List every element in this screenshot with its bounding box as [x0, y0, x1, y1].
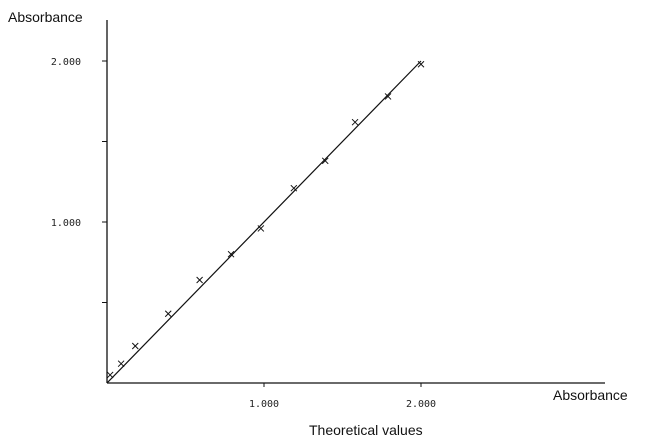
data-point — [131, 342, 139, 350]
data-point — [257, 225, 265, 232]
y-tick-label: 1.000 — [51, 218, 81, 229]
data-point — [227, 250, 235, 258]
fit-line — [106, 60, 422, 384]
data-point — [384, 93, 392, 100]
data-point — [164, 310, 172, 318]
data-point — [196, 276, 203, 284]
data-point — [106, 371, 114, 379]
data-point — [321, 157, 329, 165]
data-point — [290, 184, 298, 192]
data-point — [117, 360, 125, 368]
y-axis-label: Absorbance — [8, 9, 83, 25]
x-axis-label: Absorbance — [553, 387, 628, 403]
data-point — [351, 118, 359, 126]
x-tick-label: 1.000 — [249, 399, 279, 410]
y-tick-label: 2.000 — [51, 57, 81, 68]
axis-ticks: 1.000 2.000 1.000 2.000 — [51, 57, 436, 410]
x-axis-secondary-label: Theoretical values — [309, 422, 423, 438]
x-tick-label: 2.000 — [406, 399, 436, 410]
data-point — [417, 60, 425, 68]
data-points — [106, 60, 425, 379]
